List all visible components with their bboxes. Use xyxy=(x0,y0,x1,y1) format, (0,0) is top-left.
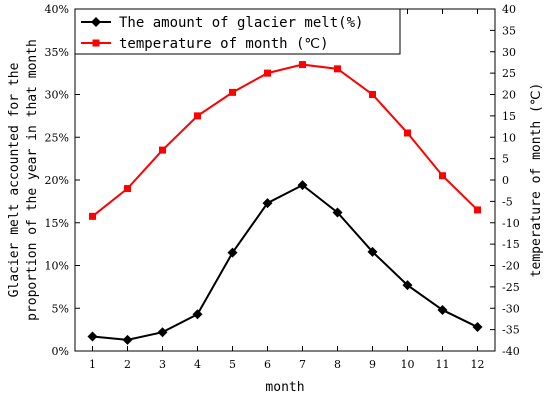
x-tick-label: 10 xyxy=(401,358,415,371)
x-tick-label: 7 xyxy=(299,358,306,371)
series-1-point xyxy=(297,180,308,191)
axis-titles: month Glacier melt accounted for the propo… xyxy=(7,39,544,395)
legend-label-1: The amount of glacier melt(%) xyxy=(119,15,363,31)
right-tick-label: -30 xyxy=(502,302,520,315)
left-tick-label: 35% xyxy=(45,46,69,59)
y-axis-title-right-group: temperature of month (℃) xyxy=(529,83,544,278)
left-tick-label: 15% xyxy=(45,217,69,230)
x-tick-label: 4 xyxy=(194,358,201,371)
x-tick-label: 2 xyxy=(124,358,131,371)
right-tick-label: -10 xyxy=(502,217,520,230)
series-2-point xyxy=(264,69,271,77)
series-2-point xyxy=(299,61,306,69)
left-tick-label: 0% xyxy=(52,345,69,358)
series-2-point xyxy=(474,206,481,214)
x-tick-label: 12 xyxy=(471,358,485,371)
left-tick-label: 5% xyxy=(52,302,69,315)
right-tick-label: 35 xyxy=(502,24,516,37)
series-2-point xyxy=(159,146,166,154)
legend-box xyxy=(74,8,401,55)
series-2-point xyxy=(404,129,411,137)
series-line-2 xyxy=(91,63,479,218)
series-2-point xyxy=(369,91,376,98)
series-1-point xyxy=(367,246,378,257)
series-1-point xyxy=(402,280,413,291)
x-tick-label: 9 xyxy=(369,358,376,371)
x-tick-label: 1 xyxy=(89,358,96,371)
series-2-point xyxy=(439,172,446,180)
series-layer xyxy=(87,61,483,345)
x-tick-label: 6 xyxy=(264,358,271,371)
x-tick-label: 3 xyxy=(159,358,166,371)
legend: The amount of glacier melt(%) temperature… xyxy=(74,8,401,55)
series-1-point xyxy=(87,331,98,342)
legend-marker-2 xyxy=(92,39,100,47)
left-tick-label: 30% xyxy=(45,89,69,102)
series-1-point xyxy=(262,198,273,209)
right-tick-label: 30 xyxy=(502,46,516,59)
series-1-point xyxy=(472,322,483,333)
left-tick-label: 40% xyxy=(45,3,69,16)
right-tick-label: -20 xyxy=(502,260,520,273)
axes-layer: 1 2 3 4 5 6 7 8 9 10 11 120%5%10%15%20%25%30%35%40%… xyxy=(45,3,520,371)
y-axis-title-right: temperature of month (℃) xyxy=(529,83,544,278)
right-tick-label: -25 xyxy=(502,281,520,294)
series-1-point xyxy=(227,247,238,258)
right-tick-label: -15 xyxy=(502,238,520,251)
right-tick-label: 0 xyxy=(502,174,509,187)
series-1-point xyxy=(332,207,343,218)
legend-marker-1 xyxy=(91,17,101,27)
right-tick-label: 25 xyxy=(502,67,516,80)
y-axis-title-left-line-2: proportion of the year in that month xyxy=(25,39,40,321)
left-tick-label: 25% xyxy=(45,131,69,144)
series-2-point xyxy=(229,88,236,96)
x-tick-label: 11 xyxy=(436,358,450,371)
series-1-point xyxy=(192,309,203,320)
series-2-point xyxy=(124,185,131,193)
right-tick-label: 10 xyxy=(502,131,516,144)
right-tick-label: -35 xyxy=(502,324,520,337)
x-axis-title: month xyxy=(265,380,304,395)
right-tick-label: -40 xyxy=(502,345,520,358)
series-line-1 xyxy=(92,183,478,341)
legend-label-2: temperature of month (℃) xyxy=(119,36,329,52)
right-tick-label: -5 xyxy=(502,195,513,208)
y-axis-title-left-line-1: Glacier melt accounted for the xyxy=(7,62,22,297)
right-tick-label: 15 xyxy=(502,110,516,123)
plot-frame xyxy=(74,8,496,352)
series-2-point xyxy=(334,65,341,73)
x-tick-label: 5 xyxy=(229,358,236,371)
series-2-point xyxy=(89,212,96,220)
right-tick-label: 5 xyxy=(502,153,509,166)
x-tick-label: 8 xyxy=(334,358,341,371)
left-tick-label: 10% xyxy=(45,260,69,273)
series-1-point xyxy=(157,327,168,338)
left-tick-label: 20% xyxy=(45,174,69,187)
right-tick-label: 40 xyxy=(502,3,516,16)
series-2-point xyxy=(194,112,201,120)
series-1-point xyxy=(122,334,133,345)
y-axis-title-left: Glacier melt accounted for the proportion… xyxy=(7,39,40,321)
series-1-point xyxy=(437,304,448,315)
right-tick-label: 20 xyxy=(502,89,516,102)
